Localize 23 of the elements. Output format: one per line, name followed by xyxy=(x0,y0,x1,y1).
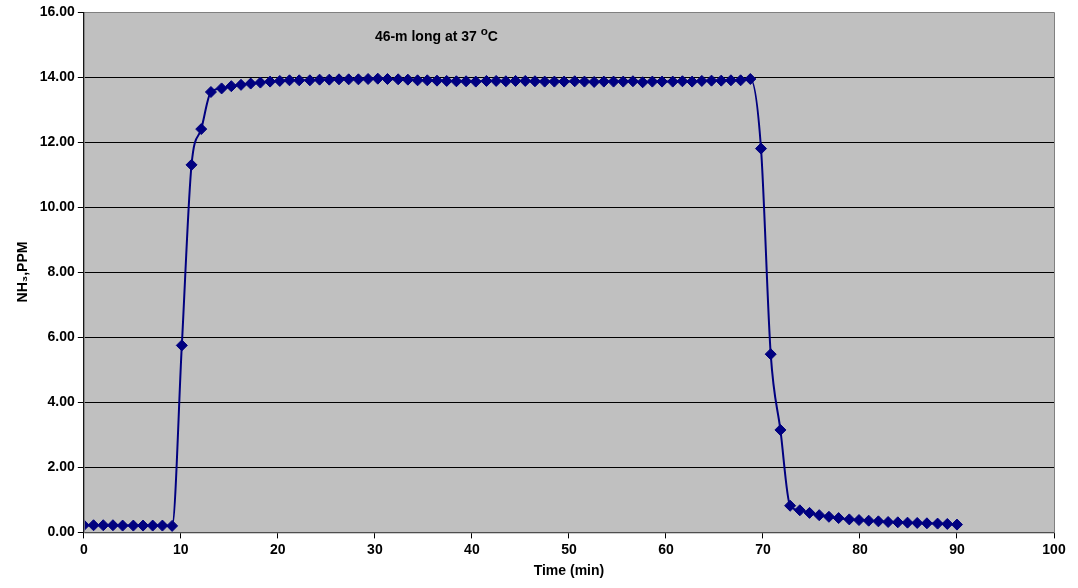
y-tick-label: 14.00 xyxy=(39,67,76,84)
x-axis-title: Time (min) xyxy=(533,562,605,579)
y-tick-label: 6.00 xyxy=(47,328,76,345)
y-tick-label: 12.00 xyxy=(39,132,76,149)
y-tick-label: 4.00 xyxy=(47,393,76,410)
x-tick-label: 0 xyxy=(79,540,88,557)
x-tick-label: 80 xyxy=(852,540,868,557)
y-tick-label: 2.00 xyxy=(47,458,76,475)
x-tick-label: 20 xyxy=(270,540,286,557)
x-tick-label: 40 xyxy=(464,540,480,557)
y-tick-label: 10.00 xyxy=(39,198,76,215)
x-tick-label: 10 xyxy=(173,540,189,557)
y-tick-label: 16.00 xyxy=(39,2,76,19)
y-tick-label: 8.00 xyxy=(47,263,76,280)
annotation: 46-m long at 37 $^{o}$C xyxy=(374,24,498,44)
y-tick-label: 0.00 xyxy=(47,523,76,540)
y-axis-title: NH₃,PPM xyxy=(13,241,30,303)
x-tick-label: 50 xyxy=(561,540,577,557)
x-tick-label: 60 xyxy=(658,540,674,557)
x-tick-label: 30 xyxy=(367,540,383,557)
x-tick-label: 90 xyxy=(949,540,965,557)
x-tick-label: 100 xyxy=(1042,540,1066,557)
x-tick-label: 70 xyxy=(755,540,771,557)
